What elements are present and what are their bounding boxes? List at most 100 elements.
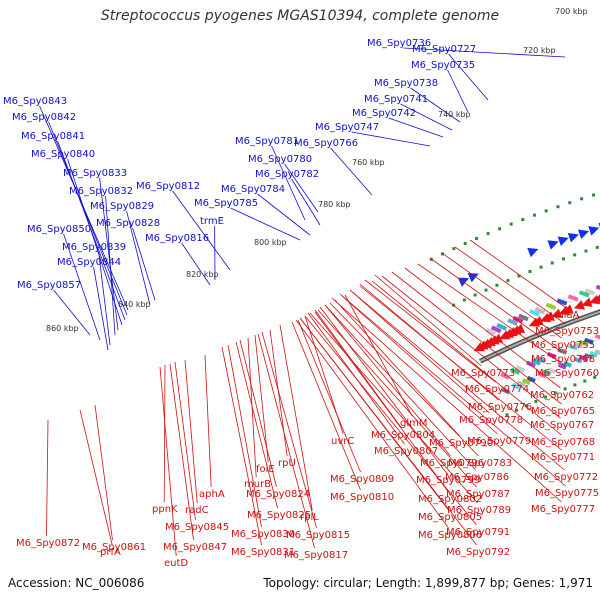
ring-dot <box>464 242 467 245</box>
ring-dot <box>573 383 576 386</box>
ring-dot <box>474 293 477 296</box>
gene-label-reverse: M6_Spy0847 <box>163 542 227 553</box>
gene-label-reverse: M6_Spy0824 <box>246 489 310 500</box>
gene-label-reverse: M6_Spy0805 <box>418 512 482 523</box>
ring-dot <box>521 218 524 221</box>
gene-label-reverse: glmM <box>400 418 428 429</box>
ring-dot <box>510 223 513 226</box>
gene-label-reverse: M6_Spy0872 <box>16 538 80 549</box>
leader-line <box>231 208 300 240</box>
gene-label-forward: M6_Spy0840 <box>31 149 95 160</box>
ring-dot <box>568 201 571 204</box>
gene-label-forward: M6_Spy0839 <box>62 242 126 253</box>
leader-line <box>455 247 566 324</box>
gene-block <box>546 303 557 310</box>
gene-arrow <box>578 226 591 239</box>
ring-dot <box>495 284 498 287</box>
gene-label-forward: M6_Spy0833 <box>63 168 127 179</box>
gene-arrow <box>527 244 540 257</box>
scale-tick-label: 720 kbp <box>523 46 556 55</box>
gene-label-reverse: M6_Spy0802 <box>418 494 482 505</box>
gene-label-reverse: M6_Spy0810 <box>330 492 394 503</box>
gene-label-reverse: ppnK <box>152 504 178 515</box>
gene-label-reverse: M6_Spy0804 <box>371 430 435 441</box>
accession-text: Accession: NC_006086 <box>8 576 144 590</box>
ring-dot <box>592 194 595 197</box>
gene-label-reverse: M6_Spy0786 <box>445 472 509 483</box>
gene-label-reverse: M6_Spy0807 <box>374 446 438 457</box>
gene-label-reverse: eutD <box>164 558 188 569</box>
gene-label-reverse: M6_Spy0768 <box>531 437 595 448</box>
gene-label-forward: M6_Spy0747 <box>315 122 379 133</box>
gene-label-reverse: M6_Spy0772 <box>534 472 598 483</box>
gene-label-forward: M6_Spy0828 <box>96 218 160 229</box>
gene-label-forward: M6_Spy0844 <box>57 257 121 268</box>
gene-label-forward: M6_Spy0766 <box>294 138 358 149</box>
gene-label-reverse: M6_Spy0809 <box>330 474 394 485</box>
leader-line <box>47 420 49 536</box>
scale-tick-label: 740 kbp <box>438 110 471 119</box>
gene-arrow <box>588 223 600 236</box>
gene-arrow <box>568 230 581 243</box>
ring-dot <box>463 299 466 302</box>
leader-line <box>335 300 460 436</box>
ring-dot <box>485 289 488 292</box>
leader-line <box>298 320 361 472</box>
ring-dot <box>533 214 536 217</box>
scale-tick-label: 860 kbp <box>46 324 79 333</box>
gene-label-reverse: M6_Spy0753 <box>535 326 599 337</box>
genome-summary-text: Topology: circular; Length: 1,899,877 bp… <box>263 576 593 590</box>
gene-label-reverse: M6_Spy0758 <box>531 354 595 365</box>
gene-label-reverse: M6_Spy0765 <box>531 406 595 417</box>
scale-tick-label: 800 kbp <box>254 238 287 247</box>
ring-dot <box>498 227 501 230</box>
gene-block <box>596 285 600 292</box>
gene-label-reverse: M6_Spy0783 <box>448 458 512 469</box>
leader-line <box>185 360 197 503</box>
gene-label-forward: M6_Spy0785 <box>194 198 258 209</box>
leader-line <box>375 275 482 366</box>
leader-line <box>280 325 312 510</box>
gene-arrow <box>547 237 560 250</box>
gene-label-forward: M6_Spy0841 <box>21 131 85 142</box>
scale-tick-label: 840 kbp <box>118 300 151 309</box>
ring-dot <box>580 197 583 200</box>
gene-label-reverse: M6_Spy0790 <box>429 438 493 449</box>
leader-line <box>389 118 443 137</box>
gene-label-reverse: aphA <box>199 489 225 500</box>
gene-label-reverse: M6_Spy0755 <box>531 340 595 351</box>
gene-label-reverse: M6_Spy0778 <box>459 415 523 426</box>
genome-map: Streptococcus pyogenes MGAS10394, comple… <box>0 0 600 600</box>
leader-line <box>448 70 468 112</box>
gene-label-reverse: rpU <box>278 458 296 469</box>
gene-label-reverse: M6_Spy0777 <box>531 504 595 515</box>
gene-label-forward: M6_Spy0816 <box>145 233 209 244</box>
leader-line <box>470 240 566 308</box>
gene-label-reverse: M6_Spy0776 <box>468 402 532 413</box>
leader-line <box>164 365 165 502</box>
circular-genome-diagram: 700 kbp720 kbp740 kbp760 kbp780 kbp800 k… <box>0 0 600 600</box>
ring-dot <box>573 253 576 256</box>
gene-label-reverse: M6_Spy0774 <box>465 384 529 395</box>
gene-label-reverse: M6_Spy0815 <box>286 530 350 541</box>
gene-label-forward: M6_Spy0738 <box>374 78 438 89</box>
leader-line <box>352 132 430 146</box>
ring-dot <box>551 261 554 264</box>
gene-label-reverse: folE <box>256 464 275 475</box>
ring-dot <box>452 247 455 250</box>
leader-line <box>292 179 320 225</box>
gene-label-reverse: radC <box>185 505 209 516</box>
gene-label-reverse: M6_Spy0773 <box>451 368 515 379</box>
gene-label-forward: M6_Spy0782 <box>255 169 319 180</box>
gene-label-forward: M6_Spy0850 <box>27 224 91 235</box>
ring-dot <box>556 205 559 208</box>
ring-dot <box>528 270 531 273</box>
leader-line <box>331 148 372 195</box>
gene-label-reverse: miaA <box>554 310 580 321</box>
ring-dot <box>583 380 586 383</box>
ring-dot <box>540 266 543 269</box>
ring-dot <box>562 257 565 260</box>
leader-line <box>80 410 112 545</box>
ring-dot <box>475 237 478 240</box>
gene-labels-layer: M6_Spy0736M6_Spy0727 M6_Spy0735 M6_Spy0738… <box>3 38 599 569</box>
